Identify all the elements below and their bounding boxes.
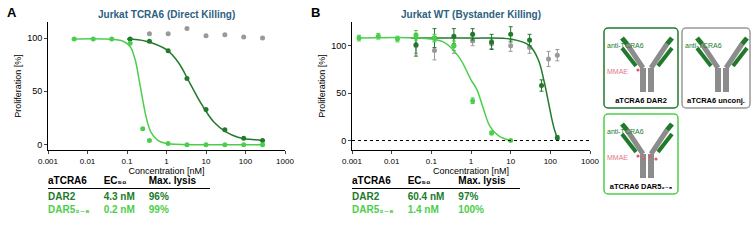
html-text:96%: 96% [148, 191, 169, 202]
html-text:aTCRA6: aTCRA6 [48, 175, 87, 186]
svg-text:50: 50 [32, 86, 42, 96]
svg-text:Jurkat WT (Bystander Killing): Jurkat WT (Bystander Killing) [401, 9, 541, 20]
svg-text:0.01: 0.01 [384, 157, 400, 166]
html-text:EC₅₀: EC₅₀ [103, 175, 127, 186]
svg-text:A: A [7, 5, 17, 20]
html-text:DAR2: DAR2 [352, 191, 380, 202]
html-text:97%: 97% [458, 191, 479, 202]
svg-text:10: 10 [506, 157, 515, 166]
html-text:100%: 100% [458, 204, 484, 215]
svg-text:0: 0 [341, 136, 346, 146]
svg-text:MMAE: MMAE [607, 154, 628, 161]
html-text:4.3 nM: 4.3 nM [103, 191, 135, 202]
html-text:0.2 nM: 0.2 nM [103, 204, 135, 215]
svg-text:Concentration [nM]: Concentration [nM] [433, 166, 509, 176]
svg-text:aTCRA6 unconj.: aTCRA6 unconj. [687, 96, 745, 105]
svg-text:10: 10 [202, 157, 211, 166]
svg-text:100: 100 [239, 157, 253, 166]
svg-text:0.1: 0.1 [426, 157, 438, 166]
svg-text:0.1: 0.1 [121, 157, 133, 166]
svg-text:1000: 1000 [276, 157, 294, 166]
html-text:99%: 99% [148, 204, 169, 215]
html-text:DAR5₂₋₈: DAR5₂₋₈ [48, 204, 90, 215]
svg-text:anti-TCRA6: anti-TCRA6 [607, 42, 644, 49]
svg-text:MMAE: MMAE [607, 68, 628, 75]
svg-text:anti-TCRA6: anti-TCRA6 [607, 128, 644, 135]
svg-text:anti-TCRA6: anti-TCRA6 [685, 42, 722, 49]
html-text:1.4 nM: 1.4 nM [407, 204, 439, 215]
svg-text:Proliferation [%]: Proliferation [%] [317, 54, 327, 118]
html-text:Max. lysis: Max. lysis [148, 175, 196, 186]
svg-text:aTCRA6 DAR5₂₋₈: aTCRA6 DAR5₂₋₈ [610, 182, 673, 191]
html-text:EC₅₀: EC₅₀ [407, 175, 431, 186]
svg-text:1: 1 [469, 157, 474, 166]
svg-text:50: 50 [336, 88, 346, 98]
svg-text:0.001: 0.001 [38, 157, 59, 166]
svg-text:0: 0 [37, 140, 42, 150]
svg-text:aTCRA6 DAR2: aTCRA6 DAR2 [615, 96, 667, 105]
html-text:Max. lysis: Max. lysis [458, 175, 506, 186]
html-text:DAR2: DAR2 [48, 191, 76, 202]
svg-text:0.001: 0.001 [342, 157, 363, 166]
svg-text:100: 100 [331, 41, 346, 51]
html-text:60.4 nM: 60.4 nM [407, 191, 445, 202]
html-text:DAR5₂₋₈: DAR5₂₋₈ [352, 204, 394, 215]
svg-text:Jurkat TCRA6 (Direct Killing): Jurkat TCRA6 (Direct Killing) [98, 9, 235, 20]
svg-text:0.01: 0.01 [80, 157, 96, 166]
svg-text:B: B [311, 5, 320, 20]
svg-text:100: 100 [544, 157, 558, 166]
svg-text:1: 1 [164, 157, 169, 166]
svg-text:1000: 1000 [581, 157, 599, 166]
svg-text:Proliferation [%]: Proliferation [%] [13, 54, 23, 118]
svg-text:100: 100 [27, 33, 42, 43]
html-text:aTCRA6: aTCRA6 [352, 175, 391, 186]
svg-text:Concentration [nM]: Concentration [nM] [128, 166, 204, 176]
